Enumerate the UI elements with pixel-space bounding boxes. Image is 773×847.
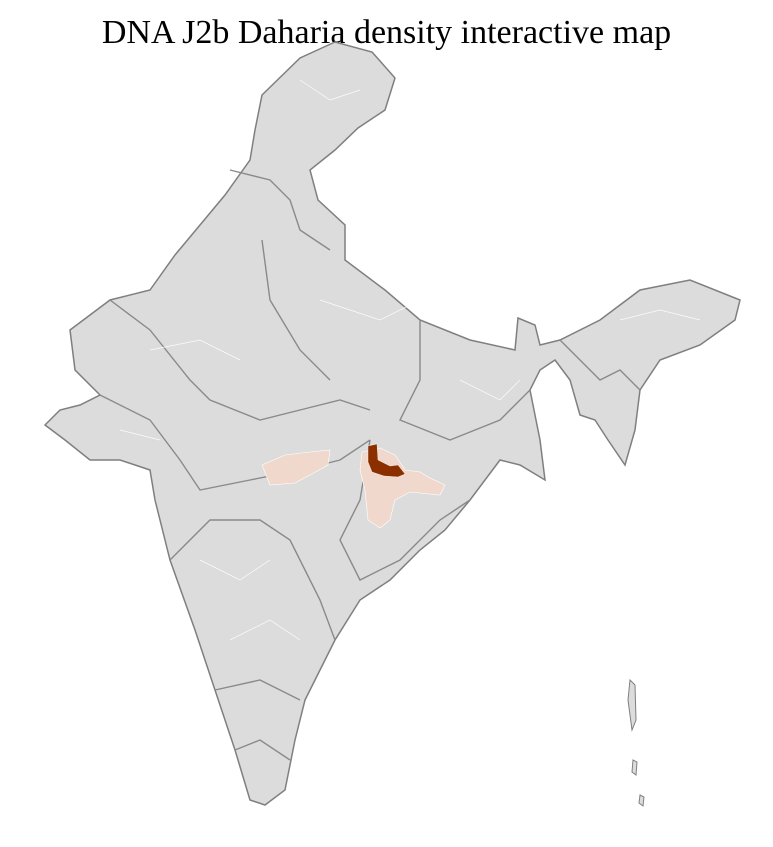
state-borders [99,169,641,761]
district-high-density[interactable] [367,443,406,478]
district-borders [119,79,701,641]
india-landmass[interactable] [43,41,741,806]
density-regions [261,443,446,529]
country-outline [43,41,741,806]
andaman-islands [627,678,645,807]
island[interactable] [638,794,645,807]
map-title: DNA J2b Daharia density interactive map [101,14,672,51]
island[interactable] [631,759,638,776]
district-low-density[interactable] [261,449,331,486]
island[interactable] [627,678,637,732]
